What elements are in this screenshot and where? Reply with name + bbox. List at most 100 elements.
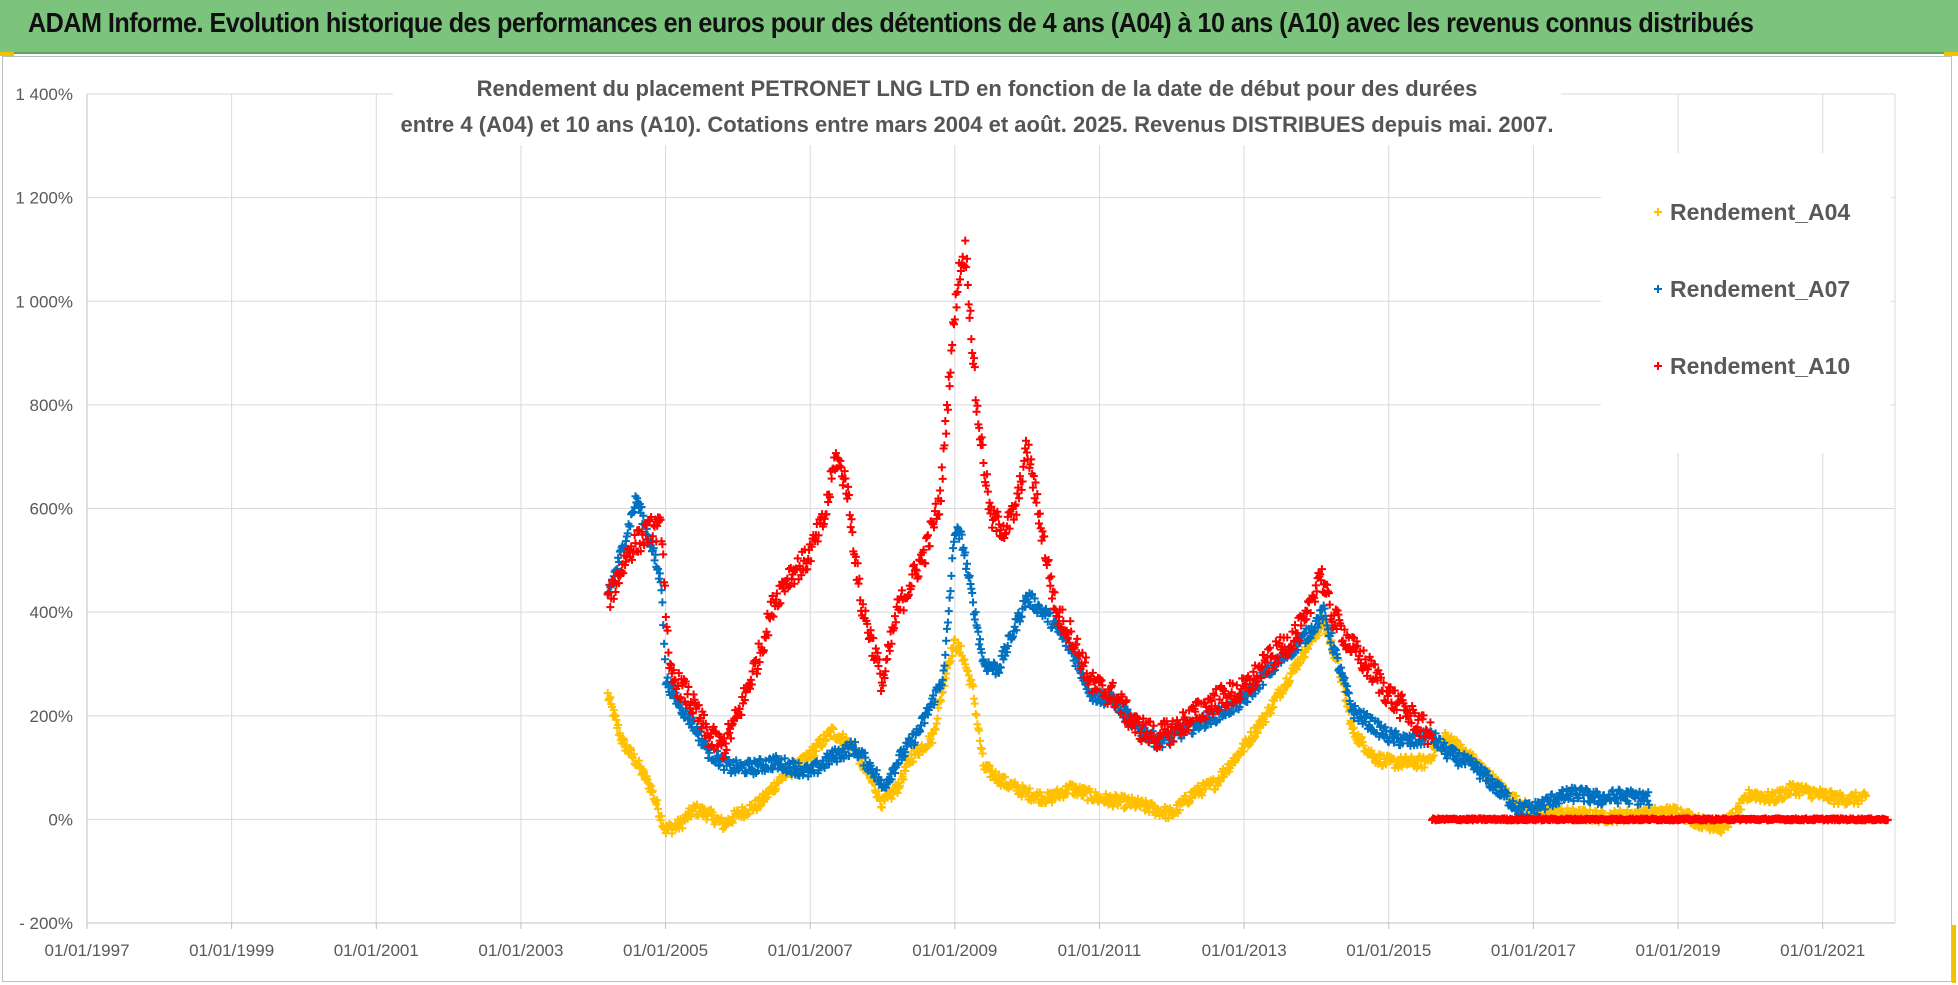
data-point [1258, 662, 1267, 671]
data-point [887, 794, 896, 803]
data-point [1175, 719, 1184, 728]
data-point [861, 606, 870, 615]
data-point [887, 775, 896, 784]
data-point [851, 738, 860, 747]
data-point [1028, 590, 1037, 599]
data-point [869, 634, 878, 643]
data-point [803, 565, 812, 574]
data-point [1265, 667, 1273, 676]
data-point [985, 761, 994, 770]
data-point [1569, 796, 1578, 805]
data-point [806, 557, 815, 566]
data-point [1079, 791, 1088, 800]
data-point [977, 433, 986, 442]
data-point [1289, 644, 1298, 653]
chart-frame: - 200% 0% 200% 400% 600% 800% 1 000% 1 200% 1 40… [2, 56, 1952, 982]
y-tick-label: 400% [30, 603, 73, 622]
data-point [1210, 691, 1219, 700]
data-point [891, 618, 900, 627]
legend-marker [1654, 208, 1662, 216]
legend-label: Rendement_A10 [1670, 353, 1850, 379]
data-point [663, 626, 672, 635]
x-tick-label: 01/01/2001 [334, 941, 419, 960]
data-point [950, 315, 959, 324]
data-point [1245, 675, 1254, 684]
data-point [719, 754, 728, 763]
data-point [942, 636, 951, 645]
data-point [944, 607, 953, 616]
data-point [1243, 698, 1252, 707]
data-point [1261, 658, 1270, 667]
data-series [603, 236, 1892, 838]
data-point [975, 726, 984, 735]
data-point [971, 608, 980, 617]
x-tick-label: 01/01/2005 [623, 941, 708, 960]
data-point [968, 588, 977, 597]
legend-label: Rendement_A07 [1670, 276, 1850, 302]
data-point [1024, 440, 1033, 449]
data-point [1407, 719, 1416, 728]
data-point [954, 280, 963, 289]
data-point [1200, 698, 1209, 707]
data-point [1175, 806, 1184, 815]
data-point [1324, 589, 1333, 598]
data-point [1108, 678, 1117, 687]
data-point [1011, 500, 1020, 509]
series-rendement-a10 [1428, 814, 1892, 825]
data-point [847, 515, 856, 524]
data-point [1327, 629, 1336, 638]
data-point [930, 697, 939, 706]
data-point [811, 747, 820, 756]
data-point [904, 590, 913, 599]
data-point [1044, 555, 1053, 564]
data-point [1737, 805, 1746, 814]
data-point [667, 829, 676, 838]
data-point [982, 481, 991, 490]
data-point [875, 655, 884, 664]
data-point [1046, 581, 1055, 590]
data-point [908, 570, 917, 579]
data-point [936, 486, 945, 495]
x-tick-label: 01/01/2013 [1202, 941, 1287, 960]
data-point [872, 766, 881, 775]
data-point [660, 639, 669, 648]
data-point [1213, 781, 1222, 790]
data-point [688, 709, 697, 718]
data-point [748, 667, 757, 676]
data-point [648, 532, 657, 541]
data-point [941, 417, 950, 426]
data-point [753, 664, 762, 673]
data-point [649, 544, 658, 553]
data-point [962, 263, 971, 272]
data-point [1021, 603, 1030, 612]
data-point [643, 775, 652, 784]
data-point [807, 542, 816, 551]
data-point [1018, 477, 1027, 486]
data-point [659, 550, 668, 559]
data-point [967, 335, 976, 344]
data-point [1313, 623, 1322, 632]
data-point [887, 639, 896, 648]
data-point [1050, 588, 1059, 597]
data-point [925, 542, 934, 551]
data-point [946, 657, 955, 666]
data-point [1054, 612, 1063, 621]
data-point [1103, 700, 1112, 709]
data-point [936, 496, 945, 505]
y-tick-label: 600% [30, 500, 73, 519]
data-point [630, 530, 639, 539]
data-point [1031, 478, 1040, 487]
data-point [985, 498, 994, 507]
data-point [1015, 494, 1024, 503]
data-point [1029, 472, 1038, 481]
data-point [853, 559, 862, 568]
data-point [1623, 806, 1632, 814]
data-point [824, 498, 833, 507]
data-point [1169, 737, 1178, 746]
x-tick-label: 01/01/1997 [44, 941, 129, 960]
data-point [639, 511, 648, 520]
series-rendement-a04 [603, 613, 1871, 838]
data-point [708, 808, 717, 817]
data-point [1353, 641, 1362, 650]
data-point [1017, 792, 1026, 801]
